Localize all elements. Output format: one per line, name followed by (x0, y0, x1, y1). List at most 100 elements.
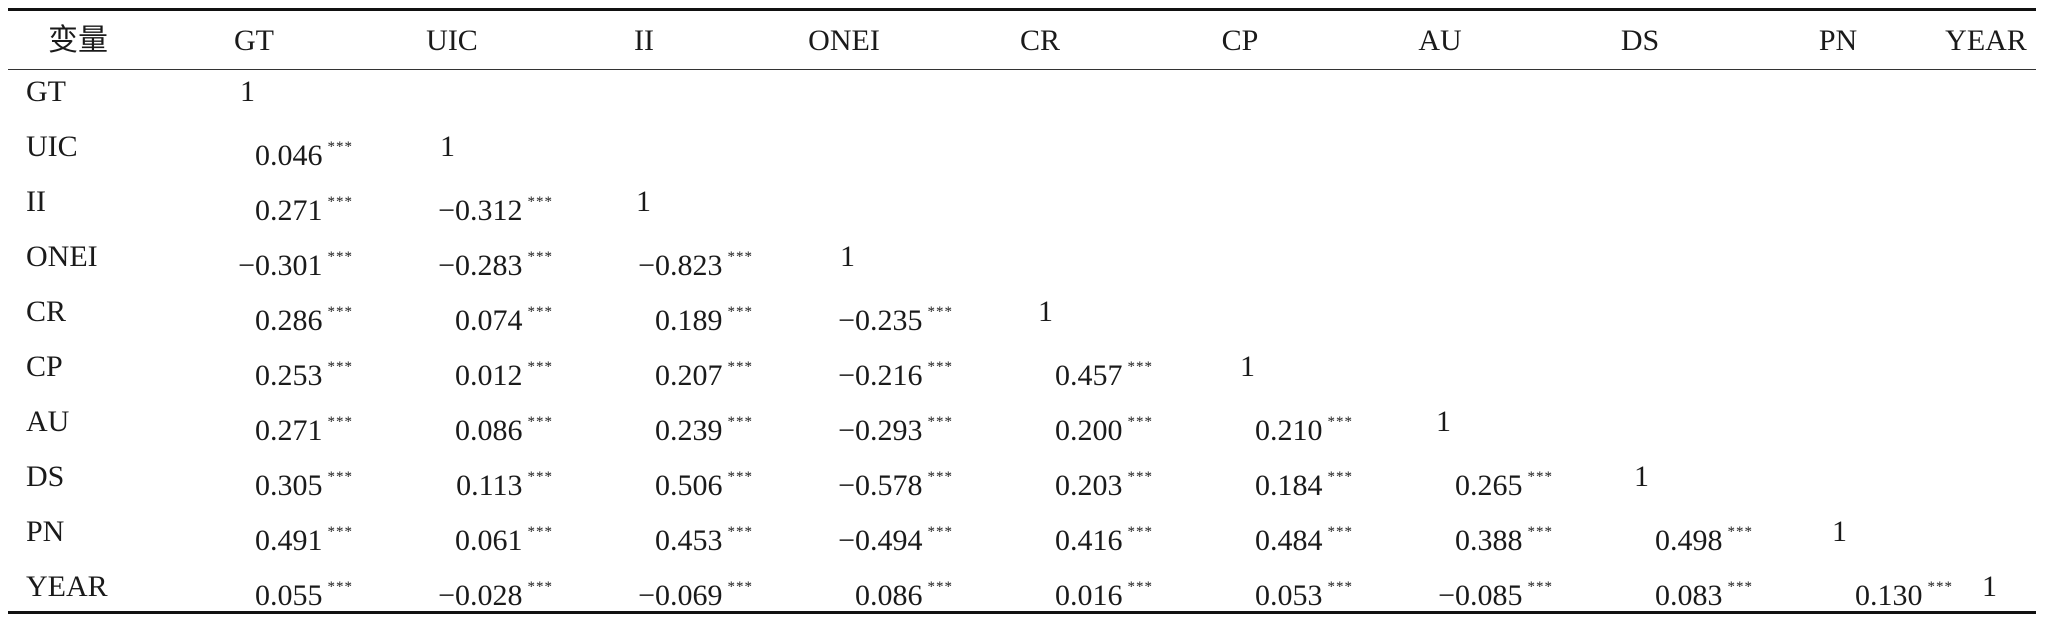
coefficient: 0.239 (655, 414, 723, 447)
diagonal-cell: 1 (1240, 350, 1255, 383)
header-cp: CP (1221, 24, 1259, 57)
row-label: CP (26, 350, 63, 383)
coefficient: 0.416 (1055, 524, 1123, 557)
significance-stars: *** (1527, 469, 1553, 485)
significance-stars: *** (1127, 414, 1153, 430)
significance-stars: *** (1327, 524, 1353, 540)
correlation-cell: −0.283 *** (438, 237, 553, 286)
correlation-cell: 0.200 *** (1055, 402, 1153, 451)
header-pn: PN (1818, 24, 1858, 57)
correlation-cell: −0.494 *** (838, 512, 953, 561)
coefficient: 0.491 (255, 524, 323, 557)
coefficient: 0.184 (1255, 469, 1323, 502)
coefficient: 0.130 (1855, 579, 1923, 612)
correlation-cell: 0.207 *** (655, 347, 753, 396)
diagonal-cell: 1 (440, 130, 455, 163)
header-variable: 变量 (48, 24, 108, 57)
significance-stars: *** (1127, 469, 1153, 485)
significance-stars: *** (727, 579, 753, 595)
coefficient: 0.498 (1655, 524, 1723, 557)
significance-stars: *** (327, 249, 353, 265)
row-label: CR (26, 295, 67, 328)
coefficient: 0.074 (455, 304, 523, 337)
correlation-cell: 0.210 *** (1255, 402, 1353, 451)
correlation-cell: 0.016 *** (1055, 567, 1153, 616)
significance-stars: *** (727, 414, 753, 430)
correlation-cell: 0.457 *** (1055, 347, 1153, 396)
correlation-cell: 0.286 *** (255, 292, 353, 341)
bottom-rule (8, 611, 2036, 614)
correlation-cell: 0.388 *** (1455, 512, 1553, 561)
correlation-cell: 0.061 *** (455, 512, 553, 561)
coefficient: 0.210 (1255, 414, 1323, 447)
coefficient: −0.494 (838, 524, 923, 557)
coefficient: 0.203 (1055, 469, 1123, 502)
correlation-cell: 0.184 *** (1255, 457, 1353, 506)
significance-stars: *** (1327, 414, 1353, 430)
correlation-cell: 0.271 *** (255, 182, 353, 231)
correlation-cell: 0.239 *** (655, 402, 753, 451)
significance-stars: *** (527, 304, 553, 320)
correlation-cell: 0.086 *** (855, 567, 953, 616)
diagonal-cell: 1 (1982, 570, 1997, 603)
significance-stars: *** (927, 304, 953, 320)
correlation-cell: 0.083 *** (1655, 567, 1753, 616)
significance-stars: *** (1727, 579, 1753, 595)
coefficient: 0.046 (255, 139, 323, 172)
correlation-cell: 0.498 *** (1655, 512, 1753, 561)
coefficient: −0.085 (1438, 579, 1523, 612)
header-onei: ONEI (808, 24, 880, 57)
significance-stars: *** (1327, 469, 1353, 485)
correlation-cell: 0.453 *** (655, 512, 753, 561)
coefficient: −0.028 (438, 579, 523, 612)
coefficient: 0.506 (655, 469, 723, 502)
significance-stars: *** (327, 139, 353, 155)
diagonal-cell: 1 (1832, 515, 1847, 548)
significance-stars: *** (327, 469, 353, 485)
significance-stars: *** (1127, 579, 1153, 595)
coefficient: −0.578 (838, 469, 923, 502)
diagonal-cell: 1 (1634, 460, 1649, 493)
coefficient: 0.189 (655, 304, 723, 337)
coefficient: −0.823 (638, 249, 723, 282)
coefficient: −0.216 (838, 359, 923, 392)
significance-stars: *** (927, 469, 953, 485)
correlation-cell: −0.216 *** (838, 347, 953, 396)
coefficient: 0.253 (255, 359, 323, 392)
significance-stars: *** (327, 414, 353, 430)
header-gt: GT (234, 24, 274, 57)
coefficient: 0.053 (1255, 579, 1323, 612)
coefficient: 0.457 (1055, 359, 1123, 392)
significance-stars: *** (1327, 579, 1353, 595)
correlation-cell: −0.578 *** (838, 457, 953, 506)
header-ii: II (634, 24, 654, 57)
diagonal-cell: 1 (840, 240, 855, 273)
coefficient: −0.293 (838, 414, 923, 447)
header-year: YEAR (1945, 24, 2027, 57)
significance-stars: *** (527, 249, 553, 265)
significance-stars: *** (527, 524, 553, 540)
row-label: UIC (26, 130, 78, 163)
correlation-cell: 0.305 *** (255, 457, 353, 506)
correlation-cell: 0.012 *** (455, 347, 553, 396)
correlation-cell: 0.265 *** (1455, 457, 1553, 506)
significance-stars: *** (1127, 524, 1153, 540)
correlation-cell: 0.491 *** (255, 512, 353, 561)
row-label: DS (26, 460, 65, 493)
diagonal-cell: 1 (1038, 295, 1053, 328)
coefficient: 0.453 (655, 524, 723, 557)
row-label: PN (26, 515, 65, 548)
significance-stars: *** (527, 579, 553, 595)
coefficient: −0.283 (438, 249, 523, 282)
diagonal-cell: 1 (240, 75, 255, 108)
correlation-cell: −0.823 *** (638, 237, 753, 286)
header-au: AU (1418, 24, 1462, 57)
header-ds: DS (1620, 24, 1660, 57)
coefficient: 0.061 (455, 524, 523, 557)
row-label: AU (26, 405, 70, 438)
coefficient: 0.207 (655, 359, 723, 392)
coefficient: −0.312 (438, 194, 523, 227)
significance-stars: *** (527, 469, 553, 485)
correlation-cell: 0.271 *** (255, 402, 353, 451)
coefficient: 0.113 (456, 469, 523, 502)
